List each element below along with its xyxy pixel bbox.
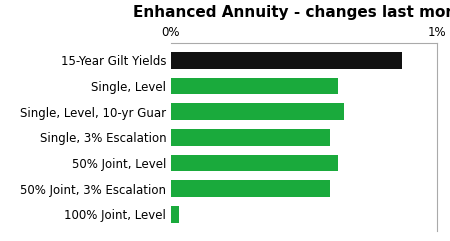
Bar [171, 78, 338, 94]
Bar [171, 155, 338, 171]
Bar [171, 103, 344, 120]
Bar [171, 52, 402, 69]
Bar [171, 129, 330, 146]
Bar [171, 181, 330, 197]
Bar [171, 206, 179, 223]
Title: Enhanced Annuity - changes last month: Enhanced Annuity - changes last month [133, 5, 450, 20]
